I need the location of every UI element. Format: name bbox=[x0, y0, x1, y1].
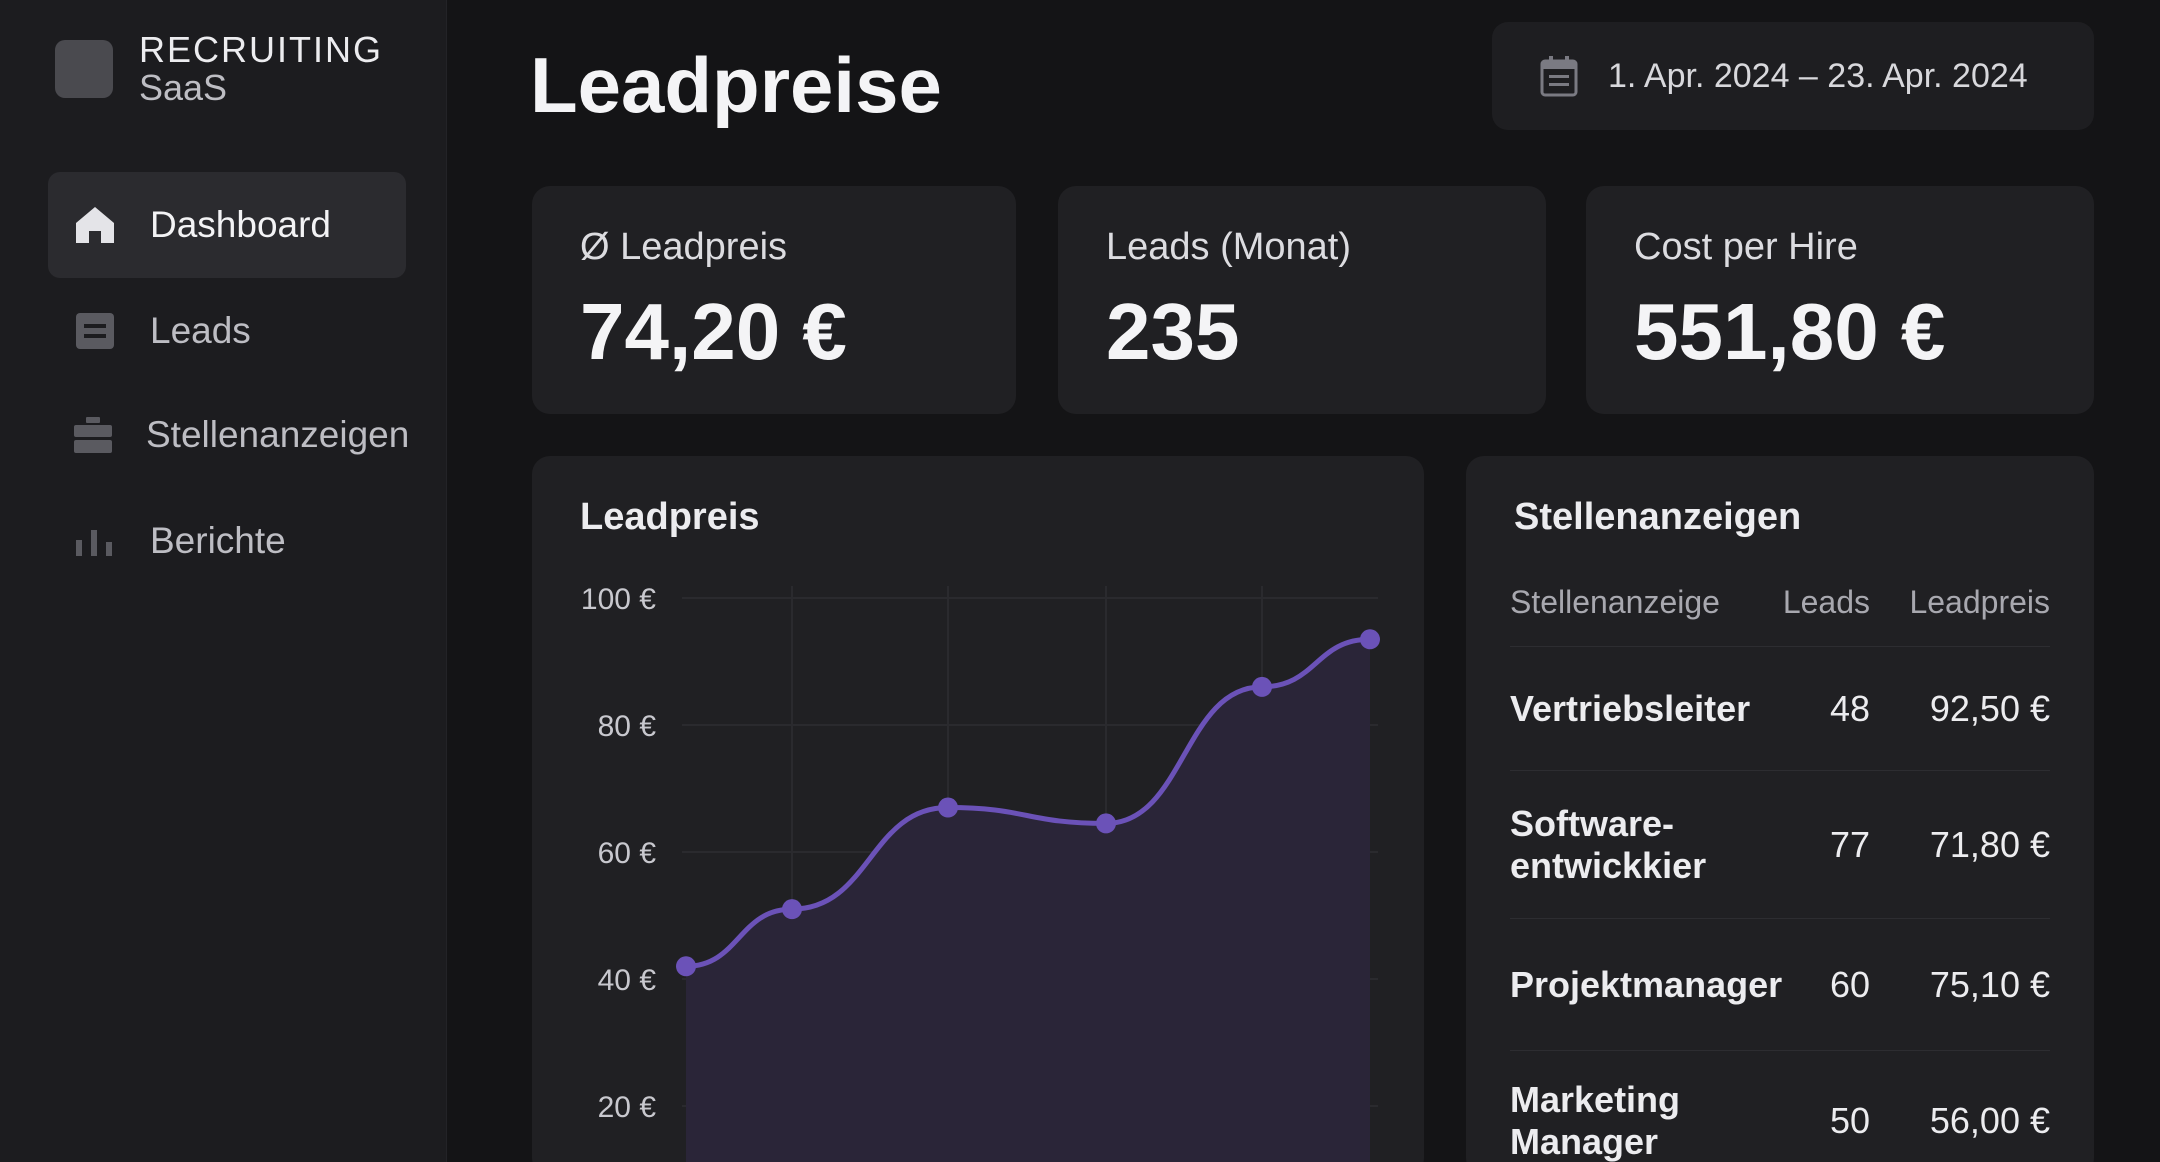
job-ads-panel: Stellenanzeigen Stellenanzeige Leads Lea… bbox=[1466, 456, 2094, 1162]
date-range-label: 1. Apr. 2024 – 23. Apr. 2024 bbox=[1608, 56, 2028, 95]
chart-point bbox=[938, 797, 958, 818]
chart-point bbox=[1360, 629, 1380, 650]
row-leads: 60 bbox=[1829, 964, 1870, 1005]
leadprice-chart: 100 € 80 € 60 € 40 € 20 € bbox=[581, 583, 1380, 1162]
sidebar-item-label: Leads bbox=[150, 310, 251, 351]
stat-value: 235 bbox=[1106, 287, 1240, 376]
sidebar-item-leads[interactable]: Leads bbox=[48, 278, 406, 384]
bar-chart-icon bbox=[72, 518, 118, 564]
sidebar-item-stellenanzeigen[interactable]: Stellenanzeigen bbox=[48, 382, 410, 488]
table-row[interactable]: Software- entwickkier 77 71,80 € bbox=[1510, 770, 2050, 918]
sidebar-item-label: Stellenanzeigen bbox=[146, 414, 410, 455]
brand-logo bbox=[55, 40, 113, 98]
chart-point bbox=[1252, 676, 1272, 697]
calendar-icon bbox=[1540, 55, 1578, 97]
sidebar-item-label: Berichte bbox=[150, 520, 286, 561]
page-title: Leadpreise bbox=[530, 41, 942, 129]
column-header-price[interactable]: Leadpreis bbox=[1909, 584, 2050, 620]
table-body: Vertriebsleiter 48 92,50 € Software- entwic… bbox=[1510, 646, 2050, 1162]
stat-label: Leads (Monat) bbox=[1106, 226, 1352, 268]
row-leadprice: 92,50 € bbox=[1929, 688, 2050, 729]
y-tick-label: 40 € bbox=[598, 964, 657, 997]
y-tick-label: 100 € bbox=[581, 583, 656, 616]
brand-name: RECRUITING bbox=[139, 29, 383, 70]
sidebar: RECRUITING SaaS Dashboard bbox=[0, 0, 447, 1162]
sidebar-nav: Dashboard Leads bbox=[48, 172, 410, 594]
row-job-title: Vertriebsleiter bbox=[1510, 688, 1751, 729]
row-leads: 48 bbox=[1829, 688, 1870, 729]
stat-label: Ø Leadpreis bbox=[580, 226, 788, 268]
leadprice-chart-panel: Leadpreis 100 € 80 € 60 € 40 € 20 € bbox=[532, 456, 1424, 1162]
row-leadprice: 75,10 € bbox=[1929, 964, 2050, 1005]
sidebar-item-label: Dashboard bbox=[150, 204, 332, 245]
stat-card-leads-month: Leads (Monat) 235 bbox=[1058, 186, 1546, 414]
table-row[interactable]: Projektmanager 60 75,10 € bbox=[1510, 918, 2050, 1050]
column-header-name[interactable]: Stellenanzeige bbox=[1510, 584, 1720, 620]
row-leads: 50 bbox=[1829, 1100, 1870, 1141]
sidebar-item-berichte[interactable]: Berichte bbox=[48, 488, 406, 594]
briefcase-icon bbox=[72, 412, 114, 458]
row-job-title: Projektmanager bbox=[1510, 964, 1783, 1005]
table-row[interactable]: Vertriebsleiter 48 92,50 € bbox=[1510, 646, 2050, 770]
column-header-leads[interactable]: Leads bbox=[1782, 584, 1870, 620]
row-leadprice: 71,80 € bbox=[1929, 824, 2050, 865]
y-tick-label: 20 € bbox=[598, 1091, 657, 1124]
brand-text: RECRUITING SaaS bbox=[139, 32, 383, 106]
table-row[interactable]: Marketing Manager 50 56,00 € bbox=[1510, 1050, 2050, 1162]
chart-title: Leadpreis bbox=[580, 496, 760, 538]
date-range-picker[interactable]: 1. Apr. 2024 – 23. Apr. 2024 bbox=[1492, 22, 2094, 130]
table-title: Stellenanzeigen bbox=[1514, 496, 1802, 538]
table-header: Stellenanzeige Leads Leadpreis bbox=[1510, 584, 2050, 634]
home-icon bbox=[72, 202, 118, 248]
stat-value: 551,80 € bbox=[1634, 287, 1946, 376]
row-job-title: Marketing Manager bbox=[1510, 1079, 1681, 1162]
sidebar-item-dashboard[interactable]: Dashboard bbox=[48, 172, 406, 278]
stat-card-avg-leadprice: Ø Leadpreis 74,20 € bbox=[532, 186, 1016, 414]
row-leadprice: 56,00 € bbox=[1929, 1100, 2050, 1141]
brand-sub: SaaS bbox=[139, 67, 228, 108]
stat-label: Cost per Hire bbox=[1634, 226, 1858, 268]
row-job-title: Software- entwickkier bbox=[1510, 803, 1707, 886]
y-tick-label: 60 € bbox=[598, 837, 657, 870]
brand: RECRUITING SaaS bbox=[55, 32, 383, 106]
stat-value: 74,20 € bbox=[580, 287, 847, 376]
chart-point bbox=[676, 956, 696, 977]
row-leads: 77 bbox=[1829, 824, 1870, 865]
list-icon bbox=[72, 308, 118, 354]
stat-card-cost-per-hire: Cost per Hire 551,80 € bbox=[1586, 186, 2094, 414]
chart-point bbox=[1096, 813, 1116, 834]
chart-area-fill bbox=[686, 639, 1370, 1162]
y-tick-label: 80 € bbox=[598, 710, 657, 743]
chart-point bbox=[782, 899, 802, 920]
